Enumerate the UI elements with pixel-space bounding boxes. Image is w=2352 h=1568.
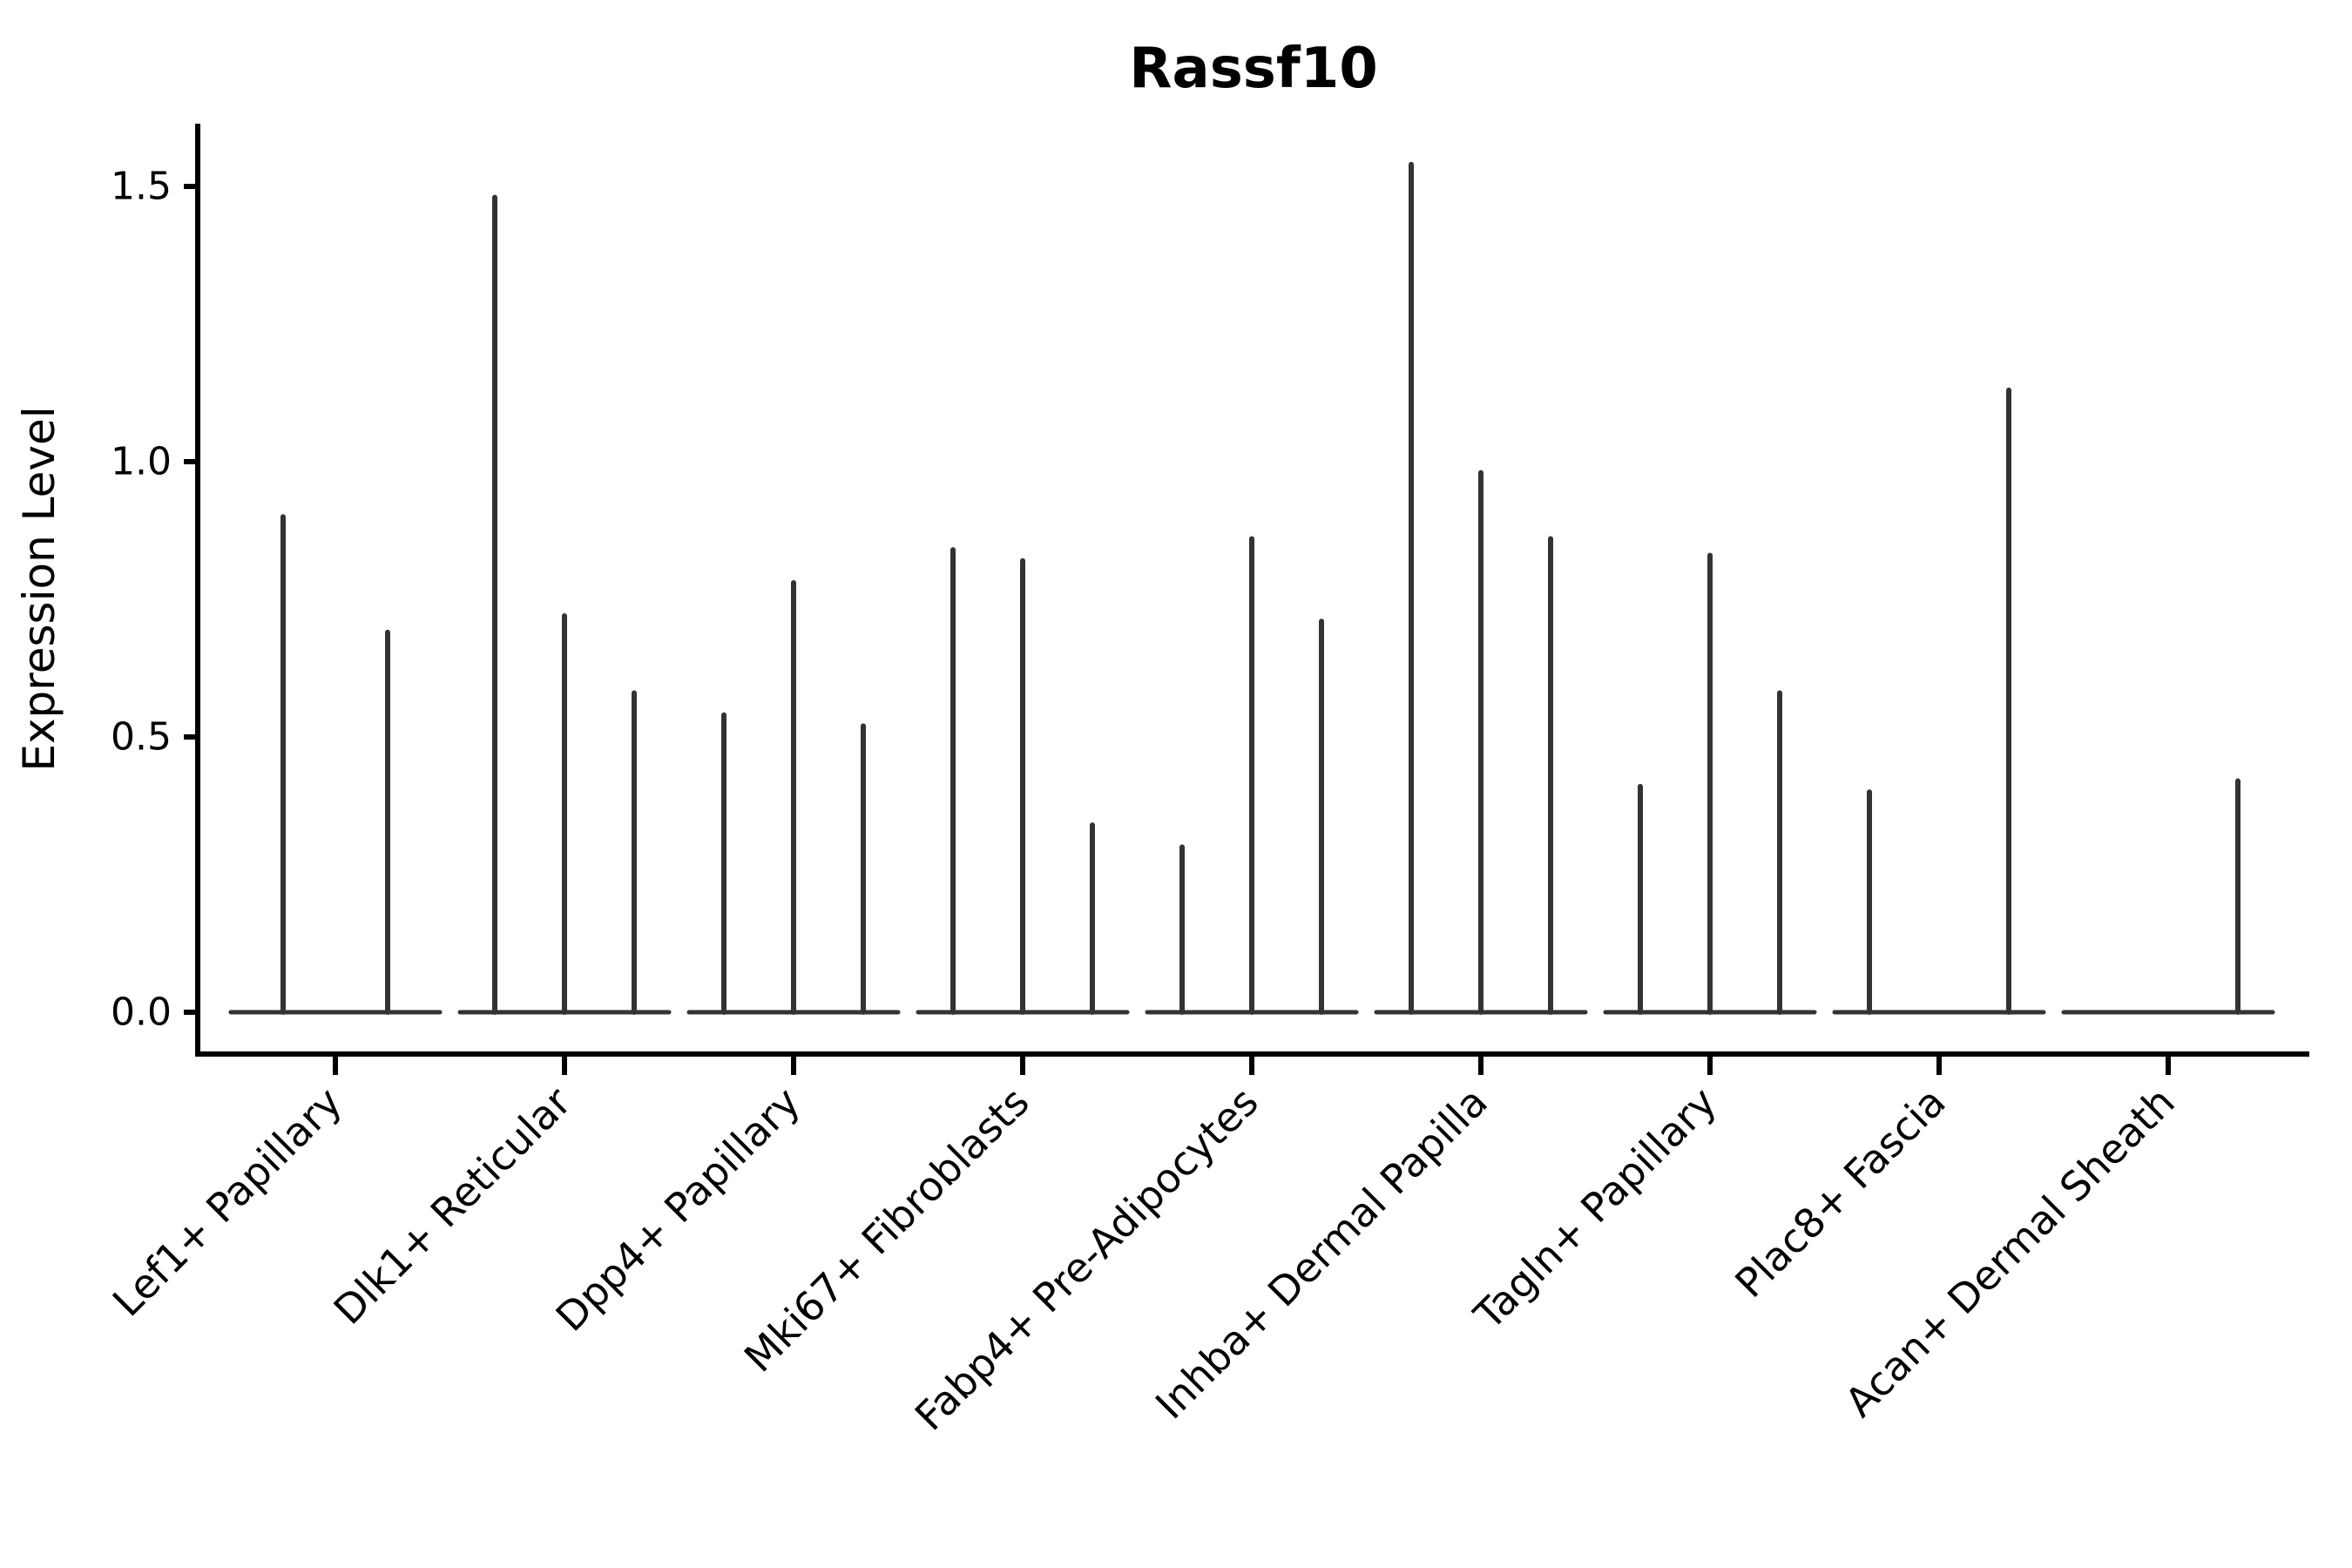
x-category-label: Lef1+ Papillary [104, 1078, 351, 1326]
chart-title: Rassf10 [1129, 37, 1378, 101]
y-tick-label: 1.5 [111, 165, 172, 209]
x-category-label: Plac8+ Fascia [1726, 1078, 1954, 1307]
y-tick-label: 0.0 [111, 990, 172, 1035]
y-tick-label: 1.0 [111, 440, 172, 484]
y-axis-label: Expression Level [14, 406, 64, 771]
y-tick-label: 0.5 [111, 715, 172, 760]
x-category-label: Tagln+ Papillary [1464, 1078, 1726, 1340]
x-category-label: Dpp4+ Papillary [547, 1078, 809, 1341]
x-category-label: Dlk1+ Reticular [325, 1078, 580, 1334]
